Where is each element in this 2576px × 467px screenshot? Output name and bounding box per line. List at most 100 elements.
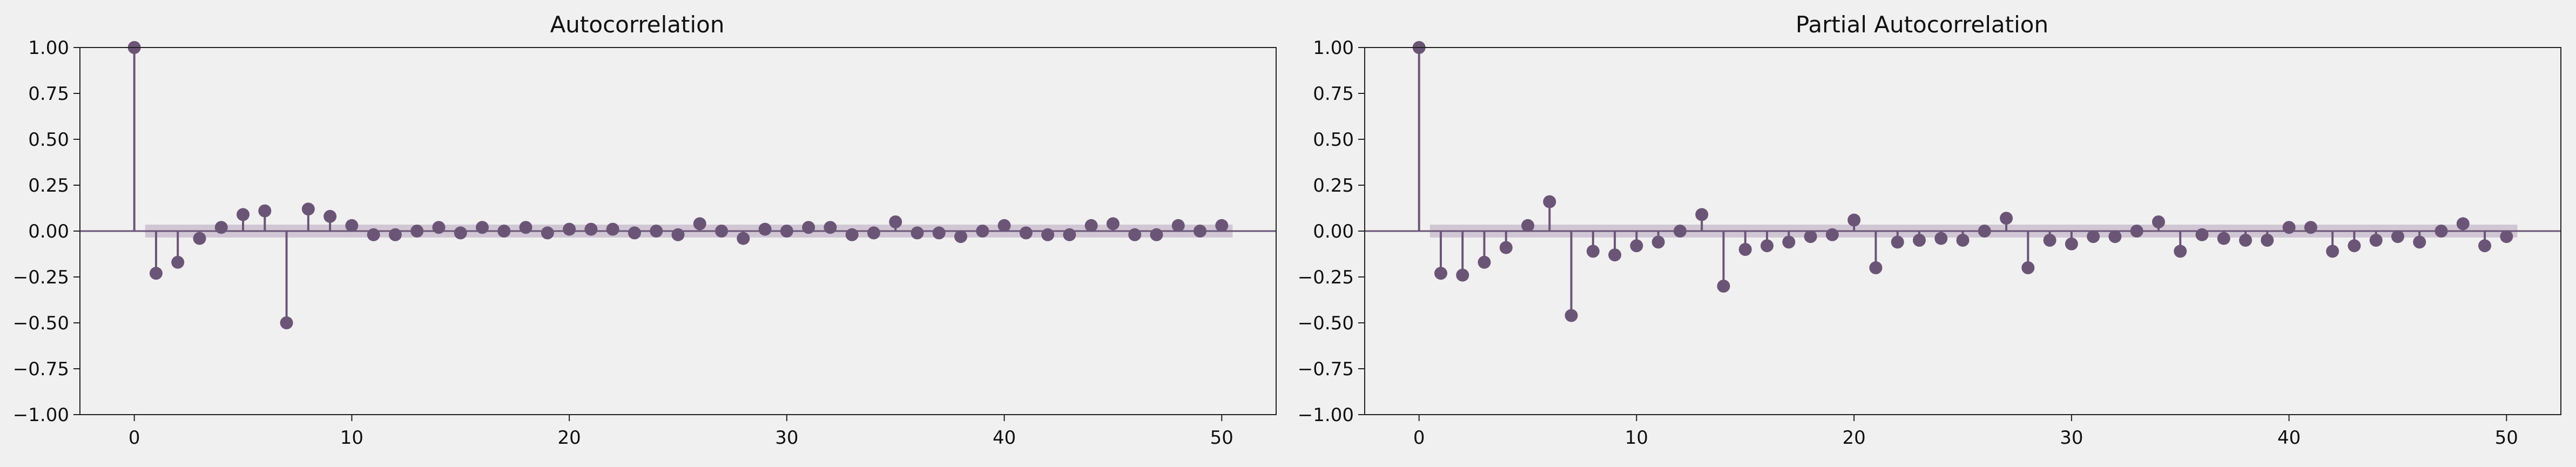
chart-title: Partial Autocorrelation: [1796, 11, 2048, 38]
stem-marker: [2174, 245, 2187, 258]
stem-marker: [1521, 219, 1535, 232]
x-tick-label: 50: [1210, 427, 1233, 449]
stem-marker: [1193, 225, 1207, 238]
stem-marker: [2304, 221, 2317, 234]
stem-marker: [367, 228, 380, 241]
plot-area: [1365, 41, 2561, 322]
stem-marker: [1063, 228, 1076, 241]
y-tick-label: 1.00: [1313, 37, 1354, 59]
stem-marker: [2065, 237, 2078, 251]
y-tick-label: 0.75: [1313, 83, 1354, 105]
stem-marker: [323, 209, 337, 223]
stem-marker: [1825, 228, 1839, 241]
stem-marker: [1106, 217, 1120, 231]
stem-marker: [1041, 228, 1055, 241]
stem-marker: [1215, 219, 1229, 232]
stem-marker: [1128, 228, 1142, 241]
y-tick-label: −1.00: [13, 404, 69, 426]
stem-marker: [1543, 195, 1556, 208]
stem-marker: [1630, 239, 1643, 253]
stem-marker: [1761, 239, 1774, 253]
stem-marker: [889, 215, 902, 228]
stem-marker: [149, 267, 163, 280]
y-tick-label: 0.75: [28, 83, 69, 105]
stem-marker: [693, 217, 706, 231]
stem-marker: [2239, 234, 2253, 247]
stem-marker: [2021, 261, 2035, 274]
stem-marker: [671, 228, 685, 241]
x-tick-label: 50: [2495, 427, 2518, 449]
stem-marker: [824, 221, 837, 234]
stem-marker: [1565, 309, 1578, 322]
stem-marker: [780, 225, 793, 238]
x-tick-label: 20: [558, 427, 581, 449]
y-tick-label: 0.25: [1313, 175, 1354, 197]
y-tick-label: −0.75: [13, 358, 69, 380]
stem-marker: [2152, 215, 2165, 228]
stem-marker: [911, 226, 924, 240]
stem-marker: [519, 221, 532, 234]
stem-marker: [845, 228, 859, 241]
stem-marker: [1956, 234, 1970, 247]
y-tick-label: −0.75: [1298, 358, 1354, 380]
stem-marker: [237, 208, 250, 221]
stem-marker: [258, 204, 272, 218]
stem-marker: [584, 222, 598, 236]
y-tick-label: 0.00: [1313, 221, 1354, 242]
stem-marker: [954, 230, 968, 243]
plot-area: [80, 41, 1276, 329]
stem-marker: [2000, 212, 2013, 225]
y-tick-label: 0.00: [28, 221, 69, 242]
stem-marker: [2261, 234, 2274, 247]
stem-marker: [997, 219, 1011, 232]
stem-marker: [388, 228, 402, 241]
stem-marker: [802, 221, 815, 234]
stem-marker: [1847, 213, 1861, 227]
stem-marker: [606, 222, 619, 236]
y-axis: 1.00 0.75 0.50 0.25 0.00 −0.25 −0.50 −0.…: [13, 37, 80, 426]
stem-marker: [737, 232, 750, 245]
stem-marker: [432, 221, 446, 234]
y-tick-label: 0.50: [28, 129, 69, 151]
stem-marker: [628, 226, 641, 240]
stem-marker: [454, 226, 467, 240]
y-tick-label: −0.25: [13, 267, 69, 288]
stem-marker: [214, 221, 228, 234]
x-tick-label: 20: [1843, 427, 1866, 449]
y-tick-label: 1.00: [28, 37, 69, 59]
stem-marker: [2130, 225, 2143, 238]
stem-marker: [410, 225, 424, 238]
stem-marker: [1586, 245, 1600, 258]
stem-marker: [1912, 234, 1926, 247]
stem-marker: [1695, 208, 1709, 221]
x-tick-label: 0: [1413, 427, 1425, 449]
y-tick-label: −0.50: [1298, 313, 1354, 334]
stem-marker: [1869, 261, 1883, 274]
stem-marker: [1673, 225, 1687, 238]
stem-marker: [1171, 219, 1185, 232]
stem-marker: [932, 226, 946, 240]
stem-marker: [1891, 235, 1904, 249]
x-axis: 0 10 20 30 40 50: [129, 415, 1233, 449]
stem-marker: [1978, 225, 1991, 238]
y-tick-label: 0.50: [1313, 129, 1354, 151]
stem-marker: [2435, 225, 2448, 238]
y-tick-label: 0.25: [28, 175, 69, 197]
y-tick-label: −0.50: [13, 313, 69, 334]
stem-marker: [976, 225, 989, 238]
stem-marker: [1934, 232, 1948, 245]
stem-marker: [563, 222, 576, 236]
stem-marker: [171, 255, 185, 269]
stem-marker: [1499, 241, 1513, 254]
y-axis: 1.00 0.75 0.50 0.25 0.00 −0.25 −0.50 −0.…: [1298, 37, 1365, 426]
stem-marker: [1651, 235, 1665, 249]
x-tick-label: 40: [2277, 427, 2301, 449]
stem-marker: [867, 226, 880, 240]
stem-marker: [1738, 243, 1752, 256]
x-tick-label: 0: [129, 427, 140, 449]
stem-marker: [2195, 228, 2209, 241]
stem-marker: [2282, 221, 2296, 234]
stem-marker: [2391, 230, 2404, 243]
stem-marker: [1717, 280, 1730, 293]
